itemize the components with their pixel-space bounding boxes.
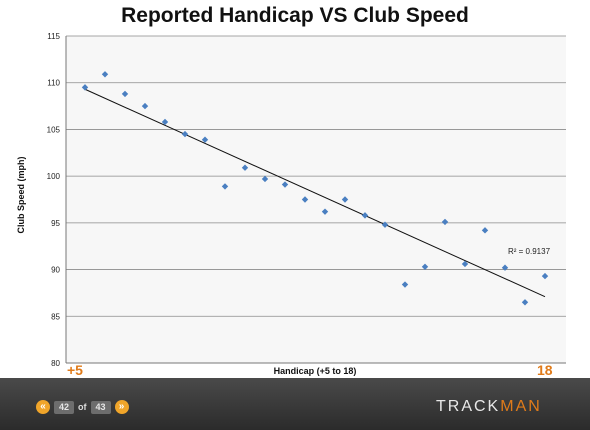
data-point bbox=[421, 263, 429, 270]
x-axis-end-label: 18 bbox=[537, 362, 553, 378]
data-point bbox=[461, 260, 469, 268]
data-point bbox=[521, 299, 529, 306]
y-tick-label: 110 bbox=[47, 79, 60, 88]
data-point bbox=[161, 118, 169, 126]
data-point bbox=[381, 221, 389, 228]
data-point bbox=[201, 136, 209, 143]
y-axis-label: Club Speed (mph) bbox=[16, 156, 26, 234]
data-point bbox=[121, 90, 129, 98]
r-squared-label: R² = 0.9137 bbox=[508, 247, 551, 256]
current-page-number[interactable]: 42 bbox=[54, 400, 74, 414]
data-point bbox=[361, 212, 369, 219]
data-point bbox=[241, 164, 249, 171]
y-tick-label: 115 bbox=[47, 32, 60, 41]
x-axis-label: Handicap (+5 to 18) bbox=[273, 366, 357, 376]
data-point bbox=[281, 181, 289, 188]
y-tick-label: 105 bbox=[47, 125, 61, 134]
y-tick-label: 90 bbox=[51, 266, 60, 275]
data-point bbox=[481, 227, 489, 234]
data-point bbox=[441, 218, 449, 226]
data-point bbox=[401, 281, 409, 288]
data-point bbox=[261, 175, 269, 183]
slide-pager: « 42 of 43 » bbox=[36, 398, 129, 416]
data-point bbox=[81, 84, 89, 91]
chart-title: Reported Handicap VS Club Speed bbox=[121, 4, 469, 27]
data-point bbox=[141, 102, 149, 110]
next-slide-button[interactable]: » bbox=[114, 400, 129, 414]
data-point bbox=[181, 130, 189, 138]
trendline bbox=[84, 88, 546, 298]
y-tick-label: 100 bbox=[47, 172, 61, 181]
page-of-label: of bbox=[78, 402, 87, 412]
data-point bbox=[101, 71, 109, 78]
presentation-footer: « 42 of 43 » TRACKMAN bbox=[0, 378, 590, 430]
y-tick-label: 85 bbox=[51, 312, 60, 321]
y-tick-label: 80 bbox=[51, 359, 60, 368]
data-point bbox=[341, 196, 349, 203]
chart-slide: Reported Handicap VS Club Speed 80 85 90 95… bbox=[16, 4, 566, 378]
previous-slide-button[interactable]: « bbox=[36, 400, 50, 414]
plot-area bbox=[66, 36, 566, 363]
scatter-plot: 80 85 90 95 100 105 110 115 R² = 0.9137 bbox=[47, 32, 566, 368]
data-point bbox=[541, 272, 549, 280]
brand-right-text: MAN bbox=[500, 398, 542, 415]
x-axis-start-label: +5 bbox=[67, 362, 83, 378]
data-point bbox=[301, 196, 309, 203]
trackman-logo: TRACKMAN bbox=[436, 398, 542, 416]
total-pages-number: 43 bbox=[90, 400, 111, 414]
brand-left-text: TRACK bbox=[436, 398, 501, 415]
y-tick-label: 95 bbox=[51, 219, 60, 228]
data-point bbox=[321, 208, 329, 215]
data-point bbox=[221, 183, 229, 190]
data-point bbox=[501, 264, 509, 271]
